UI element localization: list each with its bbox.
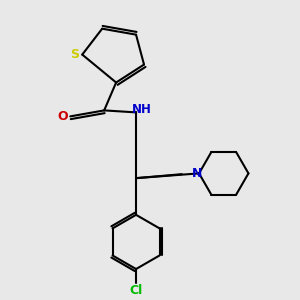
Text: Cl: Cl: [129, 284, 143, 298]
Text: N: N: [192, 167, 202, 180]
Text: S: S: [70, 48, 80, 61]
Text: NH: NH: [132, 103, 152, 116]
Text: O: O: [58, 110, 68, 123]
